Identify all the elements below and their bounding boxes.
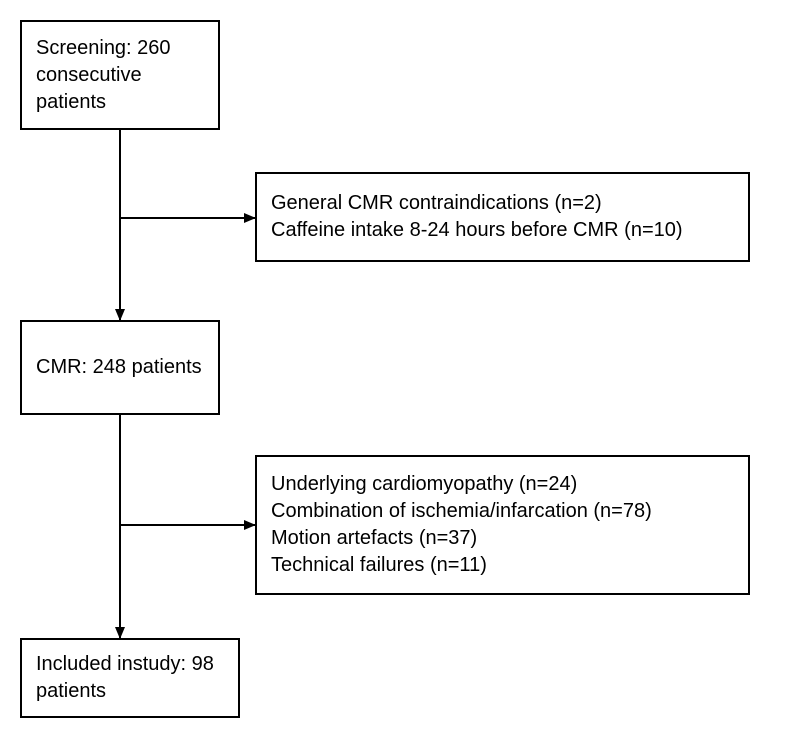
node-text-line: Caffeine intake 8-24 hours before CMR (n…	[271, 217, 683, 244]
node-text-line: CMR: 248 patients	[36, 354, 202, 381]
node-exclusion-2: Underlying cardiomyopathy (n=24)Combinat…	[255, 455, 750, 595]
node-text-line: Included instudy: 98	[36, 651, 214, 678]
node-text-line: consecutive	[36, 62, 171, 89]
node-text-line: patients	[36, 89, 171, 116]
node-text-line: Combination of ischemia/infarcation (n=7…	[271, 498, 652, 525]
node-screening: Screening: 260consecutivepatients	[20, 20, 220, 130]
node-exclusion-1: General CMR contraindications (n=2)Caffe…	[255, 172, 750, 262]
node-text-line: Motion artefacts (n=37)	[271, 525, 652, 552]
node-included: Included instudy: 98patients	[20, 638, 240, 718]
node-text-line: Screening: 260	[36, 35, 171, 62]
node-text-line: Underlying cardiomyopathy (n=24)	[271, 471, 652, 498]
node-text-line: Technical failures (n=11)	[271, 552, 652, 579]
node-text-line: patients	[36, 678, 214, 705]
node-cmr: CMR: 248 patients	[20, 320, 220, 415]
node-text-line: General CMR contraindications (n=2)	[271, 190, 683, 217]
